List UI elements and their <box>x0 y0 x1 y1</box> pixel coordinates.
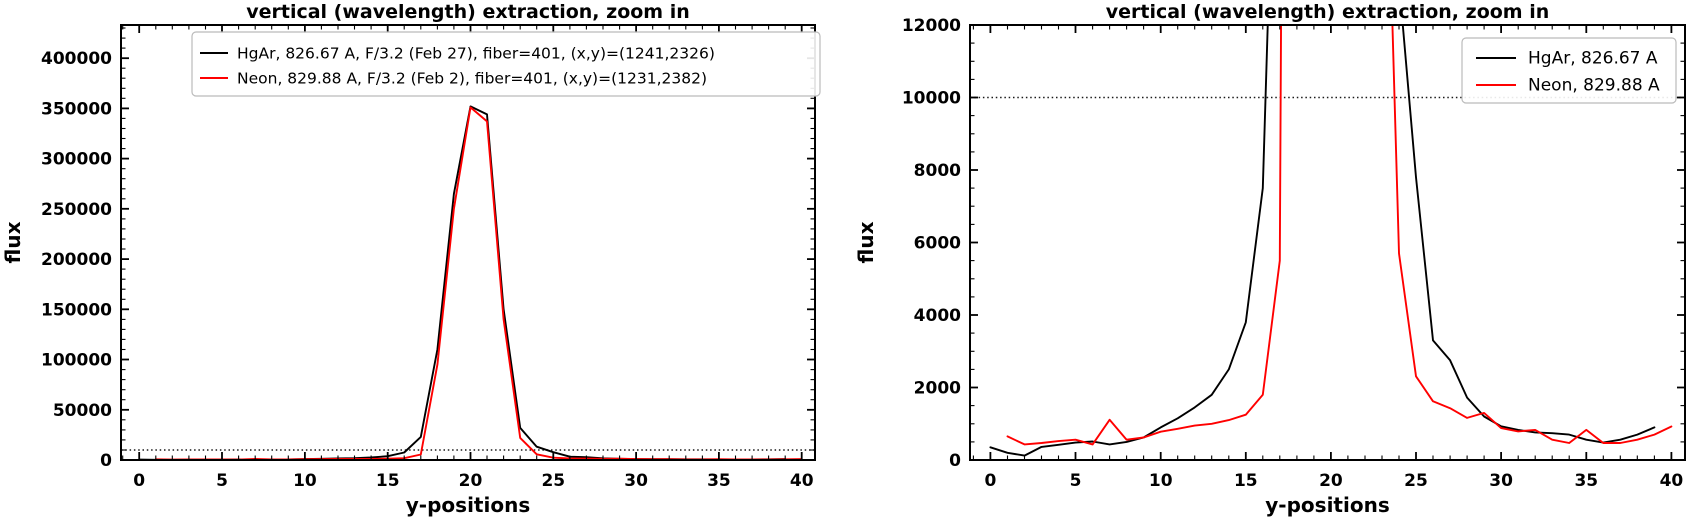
x-tick-label: 20 <box>1319 471 1343 491</box>
y-tick-label: 150000 <box>41 300 112 320</box>
x-tick-label: 40 <box>1660 471 1684 491</box>
legend-label: HgAr, 826.67 A <box>1528 49 1658 69</box>
x-axis-label: y-positions <box>1265 493 1389 517</box>
y-tick-label: 200000 <box>41 250 112 270</box>
series-line-neon <box>154 106 803 460</box>
y-tick-label: 100000 <box>41 351 112 371</box>
right-chart: 0 5 10 15 20 25 30 35 40 0 2000 4000 6000 8000 10000 12… <box>854 1 1686 517</box>
y-tick-label: 4000 <box>914 306 961 326</box>
legend: HgAr, 826.67 A Neon, 829.88 A <box>1461 37 1677 104</box>
x-tick-label: 0 <box>133 471 145 491</box>
left-chart-panel: 0 5 10 15 20 25 30 35 40 0 50000 100000 150000 200000… <box>1 1 821 517</box>
right-chart-panel: 0 5 10 15 20 25 30 35 40 0 2000 4000 6000 8000 10000 12… <box>846 0 1692 524</box>
y-tick-label: 50000 <box>53 401 112 421</box>
chart-title: vertical (wavelength) extraction, zoom i… <box>1106 1 1550 23</box>
y-tick-label: 400000 <box>41 49 112 69</box>
y-tick-label: 300000 <box>41 150 112 170</box>
axis-ticks <box>970 24 1685 461</box>
x-tick-label: 20 <box>459 471 483 491</box>
y-tick-label: 250000 <box>41 200 112 220</box>
y-tick-label: 6000 <box>914 234 961 254</box>
legend-label: Neon, 829.88 A, F/3.2 (Feb 2), fiber=401… <box>237 70 707 88</box>
y-tick-label: 12000 <box>902 16 961 36</box>
y-tick-label: 10000 <box>902 89 961 109</box>
x-tick-label: 30 <box>624 471 648 491</box>
y-tick-label: 8000 <box>914 161 961 181</box>
x-tick-label: 15 <box>1234 471 1258 491</box>
x-axis-label: y-positions <box>406 493 530 517</box>
y-tick-label: 0 <box>949 451 961 471</box>
plot-border <box>120 24 816 461</box>
left-chart: 0 5 10 15 20 25 30 35 40 0 50000 100000 150000 200000… <box>1 1 821 517</box>
series-line-neon <box>1006 25 1673 446</box>
series-group <box>989 25 1673 457</box>
axis-ticks <box>121 25 815 461</box>
y-axis-label: flux <box>1 221 25 263</box>
legend-box <box>191 31 821 97</box>
x-tick-label: 35 <box>1574 471 1598 491</box>
y-tick-label: 350000 <box>41 99 112 119</box>
x-tick-label: 25 <box>1404 471 1428 491</box>
x-tick-label: 5 <box>216 471 228 491</box>
legend-label: HgAr, 826.67 A, F/3.2 (Feb 27), fiber=40… <box>237 45 715 63</box>
x-tick-label: 35 <box>707 471 731 491</box>
series-group <box>138 105 803 460</box>
x-tick-label: 0 <box>984 471 996 491</box>
y-tick-label: 0 <box>100 451 112 471</box>
y-axis-label: flux <box>854 221 878 263</box>
x-tick-label: 5 <box>1070 471 1082 491</box>
x-tick-label: 40 <box>790 471 814 491</box>
y-tick-label: 2000 <box>914 379 961 399</box>
series-line-hgar <box>989 25 1656 457</box>
legend-label: Neon, 829.88 A <box>1528 76 1660 96</box>
x-tick-label: 25 <box>541 471 565 491</box>
x-tick-label: 30 <box>1489 471 1513 491</box>
x-tick-label: 15 <box>376 471 400 491</box>
x-tick-label: 10 <box>1149 471 1173 491</box>
chart-title: vertical (wavelength) extraction, zoom i… <box>246 1 690 23</box>
legend-box <box>1461 37 1677 104</box>
legend: HgAr, 826.67 A, F/3.2 (Feb 27), fiber=40… <box>191 31 821 97</box>
x-tick-label: 10 <box>293 471 317 491</box>
